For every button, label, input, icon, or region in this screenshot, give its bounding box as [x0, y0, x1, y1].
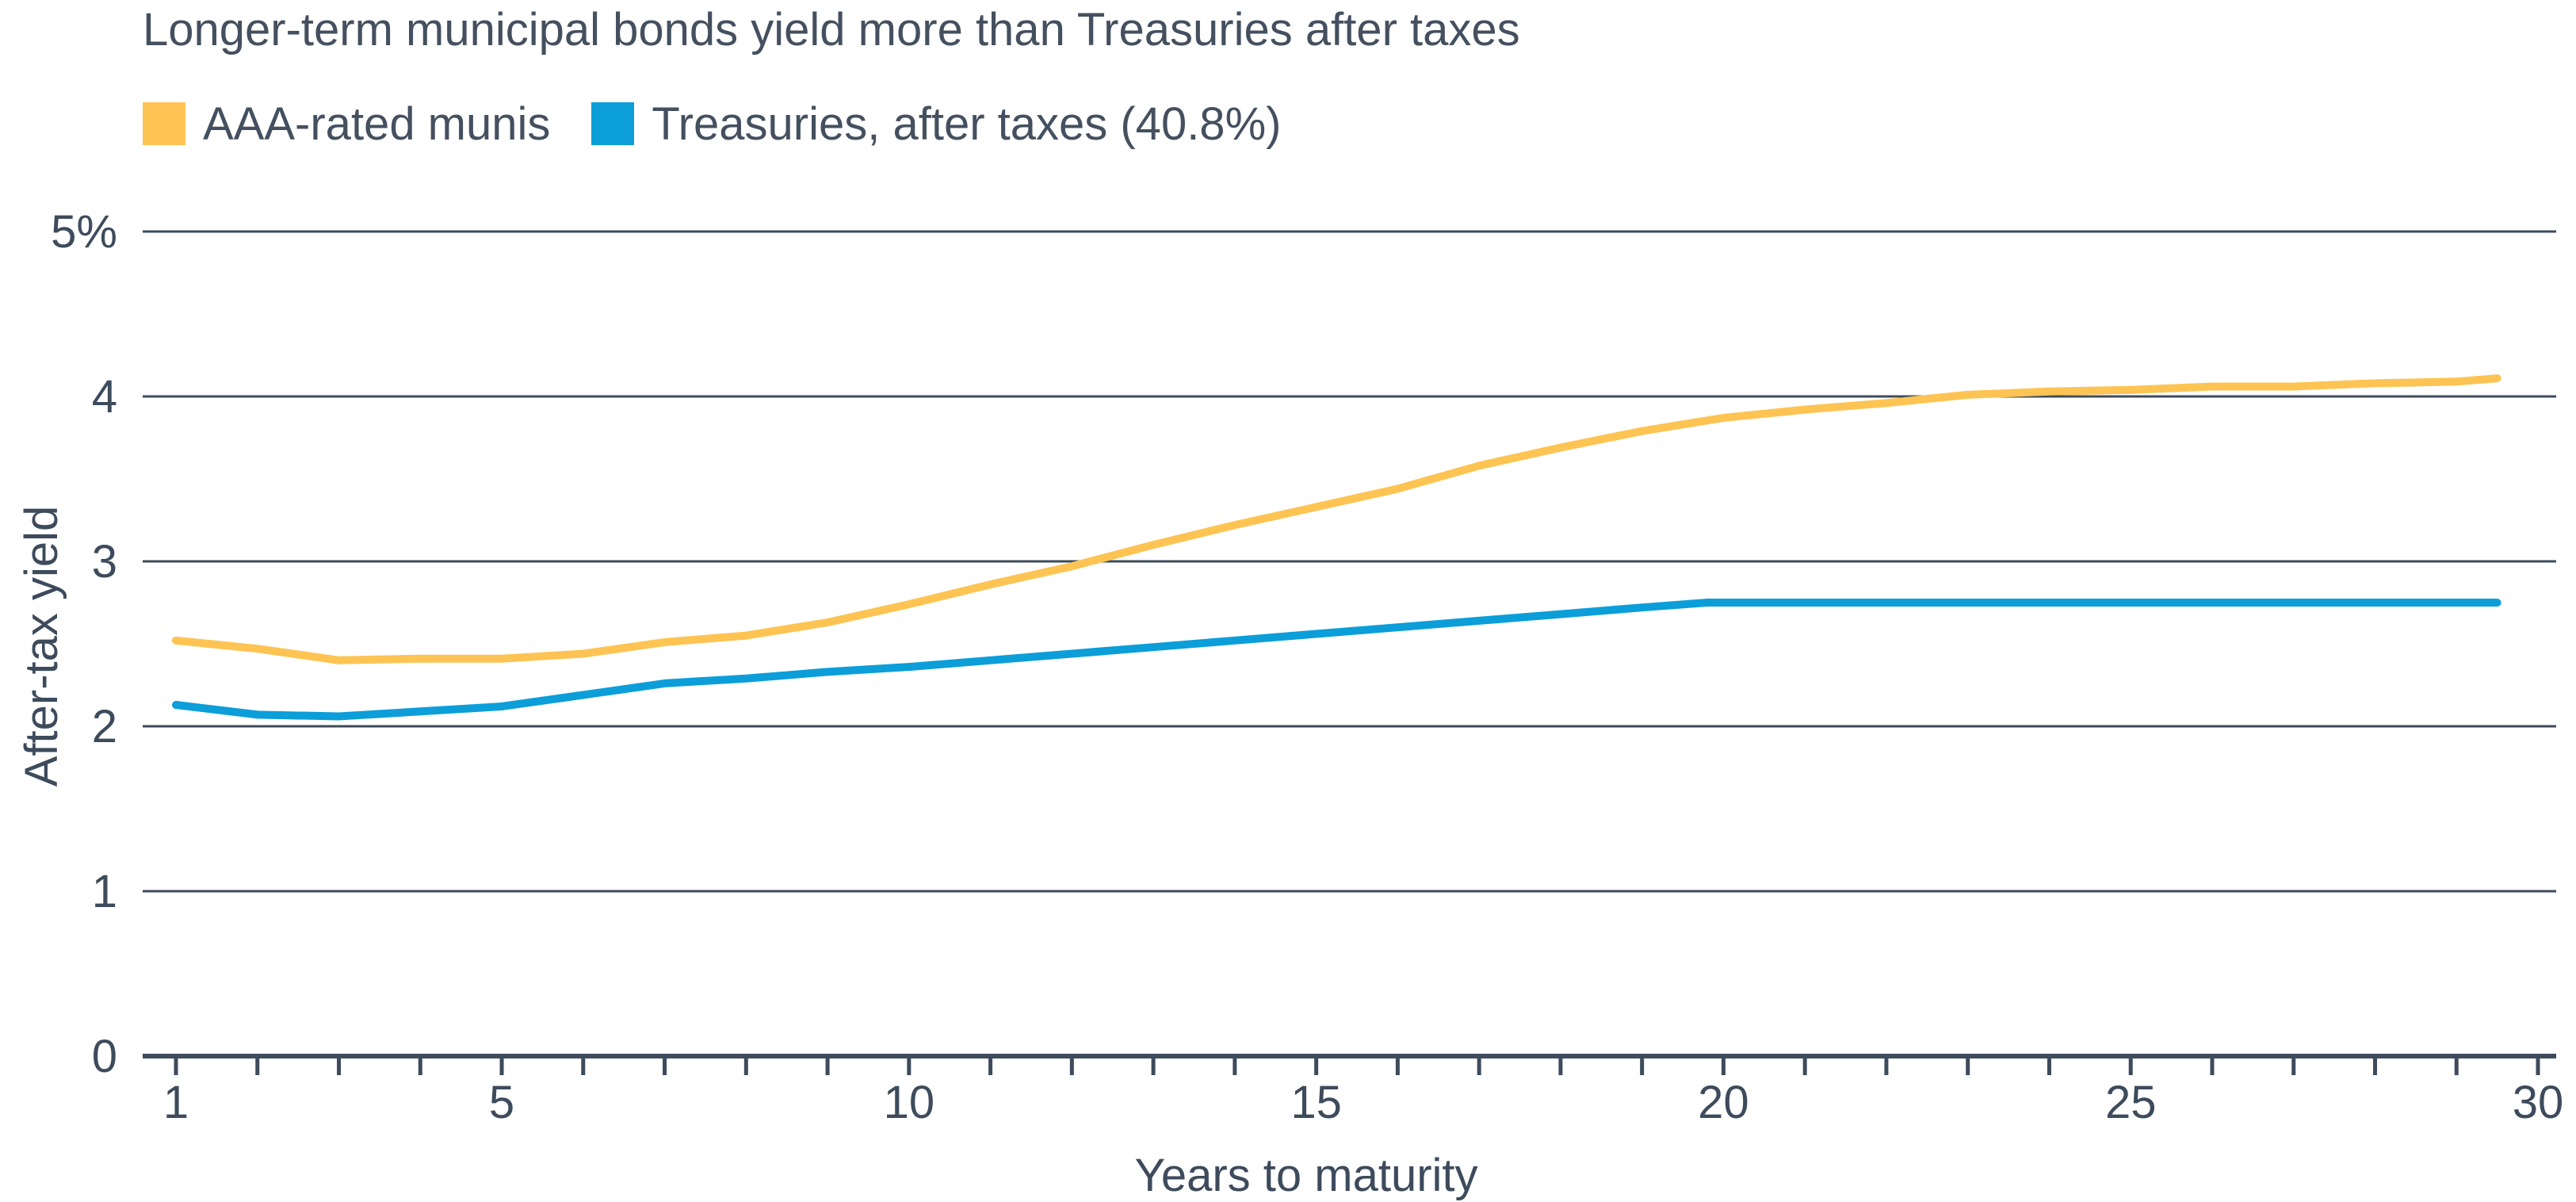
x-tick-label-30: 30: [2513, 1077, 2564, 1128]
y-axis-title: After-tax yield: [16, 506, 67, 787]
x-tick-label-15: 15: [1290, 1077, 1342, 1128]
x-tick-label-5: 5: [489, 1077, 514, 1128]
series-lines: [172, 374, 2501, 721]
x-axis: [143, 1054, 2556, 1075]
series-line-treasuries: [172, 599, 2501, 721]
x-tick-label-25: 25: [2105, 1077, 2157, 1128]
chart-title: Longer-term municipal bonds yield more t…: [143, 4, 1520, 56]
x-tick-label-10: 10: [884, 1077, 935, 1128]
legend-item-munis: AAA-rated munis: [143, 98, 550, 151]
legend-label-treasuries: Treasuries, after taxes (40.8%): [652, 98, 1282, 150]
legend-swatch-munis: [143, 102, 185, 145]
gridlines: [143, 230, 2556, 893]
legend-label-munis: AAA-rated munis: [203, 98, 551, 150]
y-tick-label-2: 2: [92, 701, 117, 752]
y-tick-label-3: 3: [92, 536, 117, 588]
series-line-aaa-munis: [172, 374, 2501, 664]
x-axis-title: Years to maturity: [1134, 1150, 1477, 1201]
legend-swatch-treasuries: [591, 102, 635, 145]
x-tick-label-20: 20: [1698, 1077, 1749, 1128]
legend-item-treasuries: Treasuries, after taxes (40.8%): [591, 98, 1281, 151]
y-tick-label-5: 5%: [51, 206, 117, 258]
y-tick-label-0: 0: [92, 1031, 117, 1082]
y-tick-label-4: 4: [92, 371, 117, 423]
chart-legend: AAA-rated munis Treasuries, after taxes …: [143, 94, 1322, 154]
x-tick-label-1: 1: [163, 1077, 189, 1128]
y-tick-label-1: 1: [92, 866, 117, 917]
